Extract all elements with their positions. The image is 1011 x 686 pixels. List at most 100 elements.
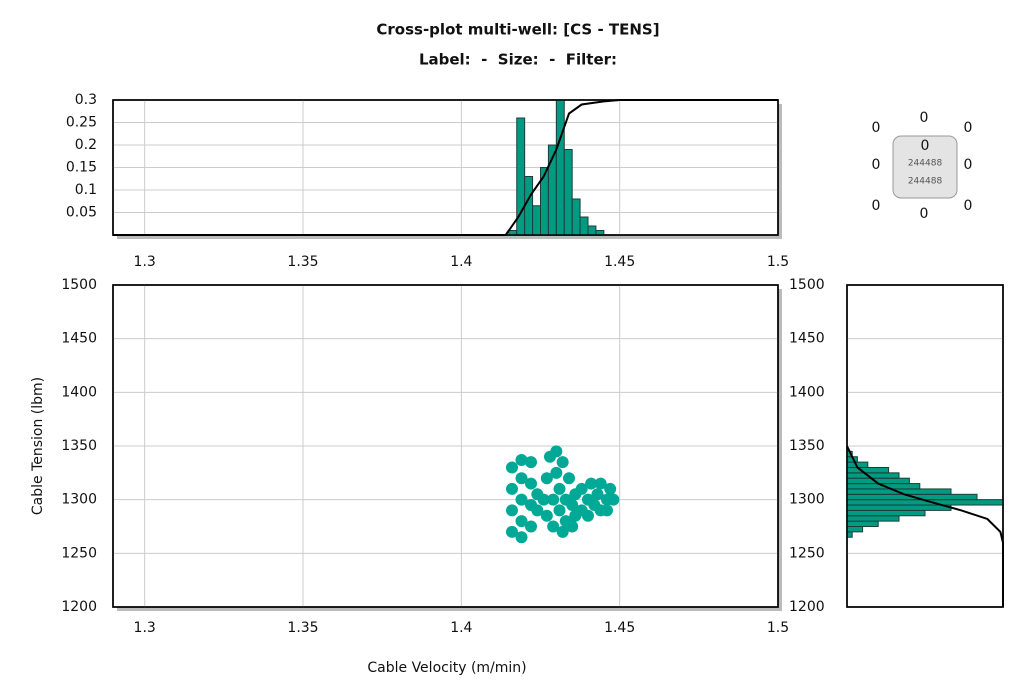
cumulative-curve (113, 99, 778, 236)
histogram-bar (571, 198, 581, 236)
size-legend-value: 0 (920, 110, 929, 126)
scatter-point (540, 472, 553, 485)
scatter-point (515, 515, 528, 528)
scatter-point (540, 509, 553, 522)
size-legend-value: 0 (964, 157, 973, 173)
x-tick-label: 1.35 (287, 254, 318, 270)
histogram-bar (846, 472, 900, 479)
scatter-point (547, 520, 560, 533)
scatter-point (506, 461, 518, 474)
scatter-point (506, 482, 518, 495)
y-tick-label: 0.2 (75, 137, 97, 153)
size-legend-value: 0 (872, 120, 881, 136)
x-tick-label: 1.45 (604, 254, 635, 270)
y-tick-label: 1200 (789, 599, 825, 615)
size-legend-value: 244488 (908, 177, 943, 187)
y-tick-label: 1350 (61, 438, 97, 454)
histogram-bar (846, 520, 879, 528)
y-tick-label: 1450 (789, 331, 825, 347)
size-legend-value: 0 (921, 138, 930, 154)
scatter-point (525, 477, 537, 490)
scatter-point (601, 504, 613, 517)
y-tick-label: 0.15 (66, 160, 97, 176)
y-tick-label: 1500 (789, 277, 825, 293)
y-tick-label: 1300 (61, 492, 97, 508)
scatter-point (553, 504, 566, 517)
histogram-bar (846, 509, 926, 517)
histogram-bar (846, 531, 853, 538)
scatter-point (582, 509, 594, 522)
scatter-point (594, 477, 607, 490)
x-tick-label: 1.5 (767, 620, 789, 636)
histogram-bar (563, 149, 573, 236)
x-tick-label: 1.4 (450, 620, 472, 636)
scatter-point (566, 520, 579, 533)
y-tick-label: 0.25 (66, 115, 97, 131)
chart-title: Cross-plot multi-well: [CS - TENS] (376, 21, 659, 39)
histogram-bar (555, 99, 565, 236)
histogram-bar (579, 216, 589, 236)
histogram-bar (846, 466, 890, 474)
size-legend-value: 0 (964, 120, 973, 136)
plot-border (112, 284, 779, 608)
y-tick-label: 1200 (61, 599, 97, 615)
scatter-point (515, 493, 528, 506)
scatter-point (506, 525, 518, 538)
size-legend-value: 0 (964, 198, 973, 214)
scatter-point (515, 472, 528, 485)
x-tick-label: 1.45 (604, 620, 635, 636)
size-legend-box (892, 135, 958, 199)
size-legend-value: 0 (920, 206, 929, 222)
scatter-point (604, 482, 617, 495)
y-tick-label: 0.1 (75, 182, 97, 198)
y-tick-label: 1400 (789, 384, 825, 400)
scatter-point (515, 531, 528, 544)
scatter-point (591, 488, 604, 501)
x-axis-label: Cable Velocity (m/min) (367, 660, 526, 676)
x-tick-label: 1.4 (450, 254, 472, 270)
size-legend-value: 244488 (908, 159, 943, 169)
y-tick-label: 1350 (789, 438, 825, 454)
scatter-point (550, 466, 563, 479)
y-tick-label: 1500 (61, 277, 97, 293)
histogram-bar (846, 504, 952, 511)
y-axis-label: Cable Tension (lbm) (30, 377, 46, 515)
histogram-bar (524, 176, 534, 236)
y-tick-label: 1450 (61, 331, 97, 347)
x-tick-label: 1.35 (287, 620, 318, 636)
scatter-point (537, 493, 550, 506)
scatter-point (585, 477, 598, 490)
y-tick-label: 1400 (61, 384, 97, 400)
scatter-point (566, 499, 579, 512)
size-legend-value: 0 (872, 157, 881, 173)
x-tick-label: 1.3 (134, 620, 156, 636)
chart-subtitle: Label: - Size: - Filter: (419, 51, 617, 69)
plot-border (846, 284, 1004, 608)
y-tick-label: 0.05 (66, 205, 97, 221)
scatter-point (556, 456, 569, 469)
scatter-point (553, 482, 566, 495)
y-tick-label: 1250 (789, 545, 825, 561)
histogram-bar (587, 225, 597, 236)
scatter-point (607, 493, 620, 506)
scatter-point (550, 445, 563, 458)
x-tick-label: 1.3 (134, 254, 156, 270)
plot-border (112, 99, 779, 236)
scatter-point (563, 472, 575, 485)
scatter-point (575, 482, 588, 495)
size-legend-value: 0 (872, 198, 881, 214)
histogram-bar (846, 515, 900, 522)
scatter-point (515, 453, 528, 466)
scatter-point (525, 520, 537, 533)
scatter-point (556, 525, 569, 538)
scatter-point (506, 504, 518, 517)
scatter-point (525, 456, 537, 469)
histogram-bar (846, 526, 864, 533)
x-tick-label: 1.5 (767, 254, 789, 270)
y-tick-label: 1250 (61, 545, 97, 561)
scatter-point (531, 504, 544, 517)
histogram-bar (532, 205, 541, 236)
y-tick-label: 0.3 (75, 92, 97, 108)
cumulative-curve (846, 445, 1004, 607)
